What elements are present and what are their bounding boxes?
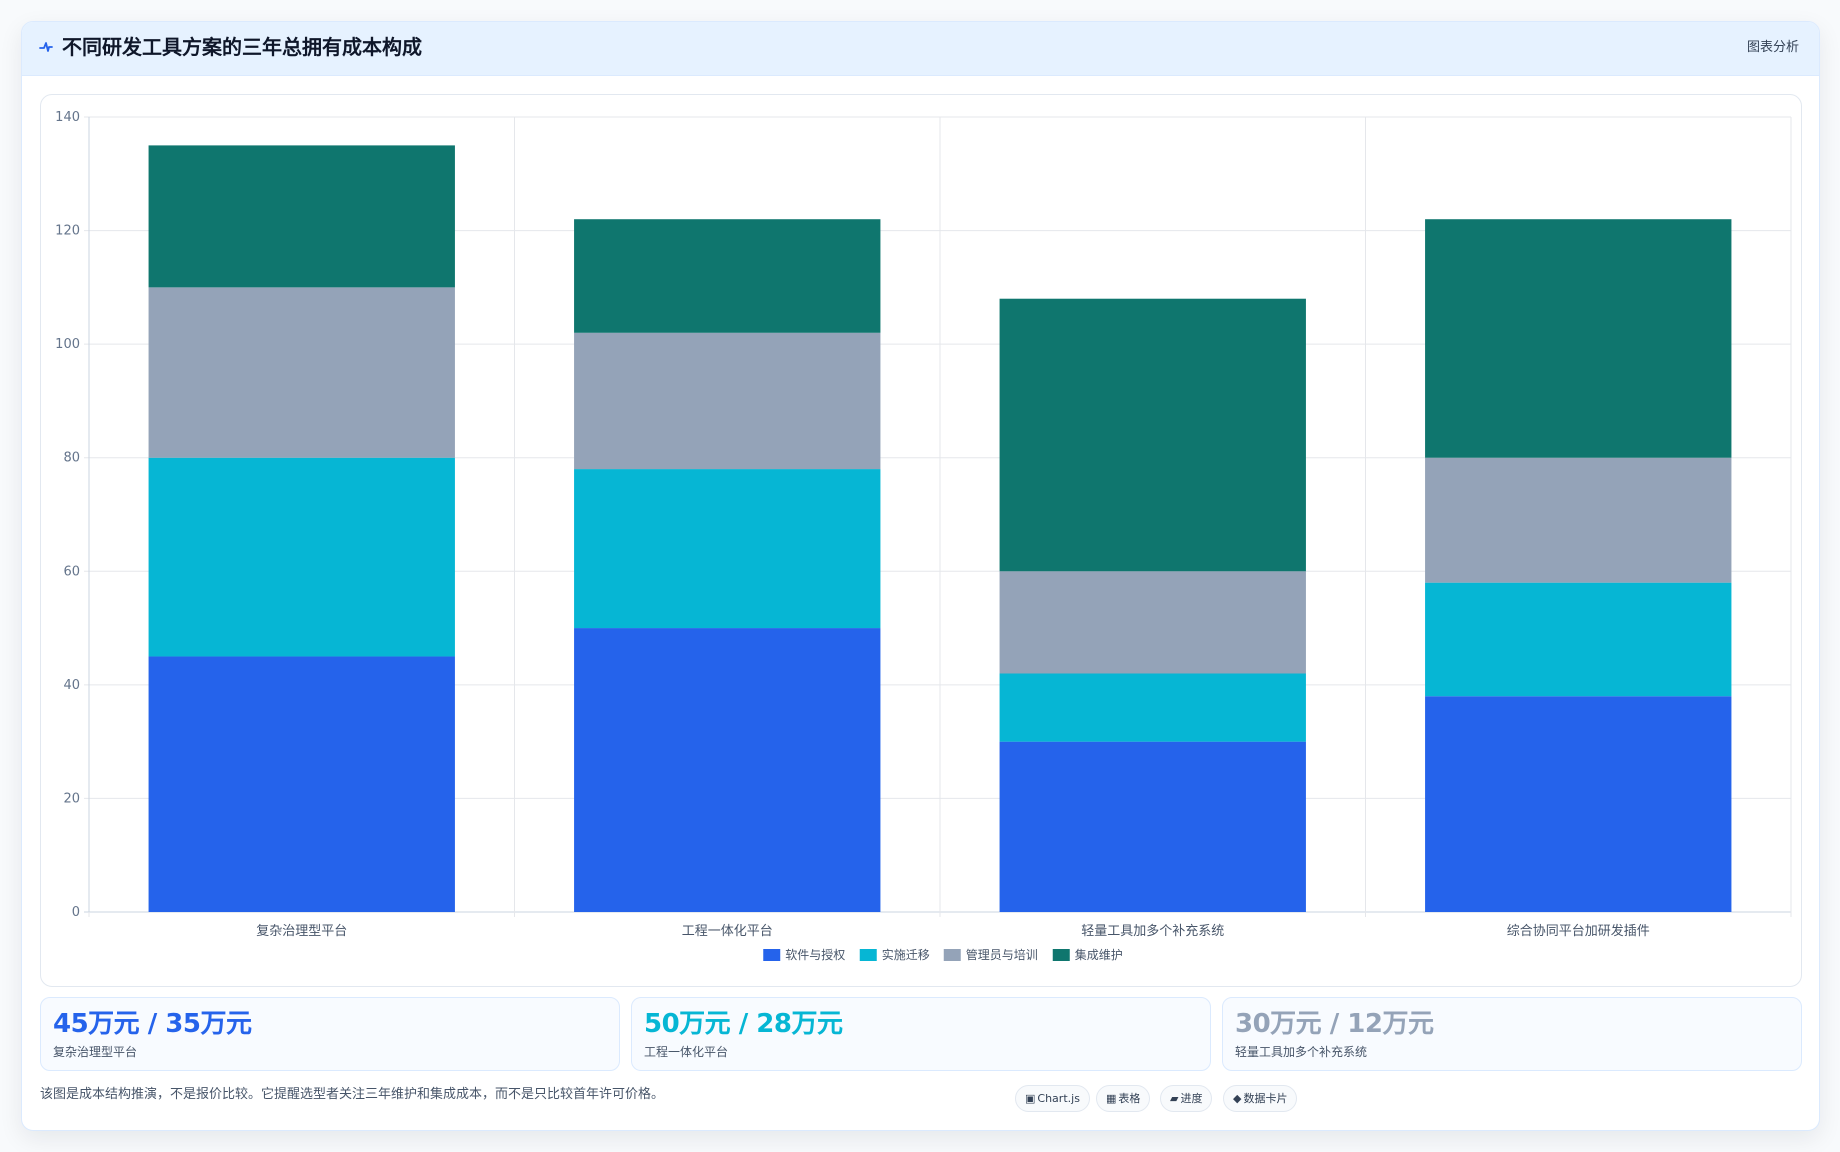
chip-chartjs[interactable]: ▣ Chart.js — [1015, 1085, 1090, 1112]
chip-progress[interactable]: ▰ 进度 — [1160, 1085, 1213, 1112]
bar-segment — [148, 656, 455, 912]
bar-segment — [999, 571, 1306, 674]
y-tick-label: 140 — [55, 110, 80, 125]
bar-segment — [1425, 582, 1732, 697]
stat-label: 轻量工具加多个补充系统 — [1235, 1045, 1368, 1059]
chart-icon: ▣ — [1025, 1092, 1036, 1105]
y-tick-label: 40 — [63, 678, 80, 693]
y-tick-label: 80 — [63, 451, 80, 466]
bar-segment — [574, 332, 881, 470]
y-tick-label: 100 — [55, 337, 80, 352]
stat-value: 45万元 / 35万元 — [53, 1009, 252, 1039]
legend-swatch — [859, 949, 877, 961]
bar-segment — [999, 741, 1306, 912]
y-tick-label: 20 — [63, 791, 80, 806]
legend-swatch — [763, 949, 781, 961]
chart-note: 该图是成本结构推演，不是报价比较。它提醒选型者关注三年维护和集成成本，而不是只比… — [40, 1087, 665, 1102]
bar-segment — [574, 628, 881, 912]
bar-segment — [1425, 696, 1732, 912]
x-tick-label: 复杂治理型平台 — [256, 924, 347, 939]
page-title: 不同研发工具方案的三年总拥有成本构成 — [62, 35, 422, 59]
chip-label: 表格 — [1118, 1092, 1141, 1105]
stacked-bar-chart: 0 20 40 60 80 100 120 140 复杂治理型平台 工程一体化平台 轻量工具加多个补… — [55, 110, 1792, 962]
bar-segment — [574, 469, 881, 629]
chip-data-card[interactable]: ◆ 数据卡片 — [1223, 1085, 1298, 1112]
chart-card: 不同研发工具方案的三年总拥有成本构成 图表分析 0 20 40 60 80 100 120 1… — [21, 21, 1820, 1131]
legend-label: 软件与授权 — [785, 947, 845, 962]
legend-swatch — [943, 949, 961, 961]
pulse-icon — [39, 39, 55, 55]
diamond-icon: ◆ — [1233, 1092, 1242, 1105]
x-tick-label: 轻量工具加多个补充系统 — [1081, 923, 1224, 939]
y-tick-label: 60 — [63, 564, 80, 579]
chip-label: 数据卡片 — [1243, 1092, 1288, 1105]
x-tick-label: 工程一体化平台 — [682, 924, 773, 939]
y-tick-label: 0 — [72, 905, 80, 920]
legend-label: 管理员与培训 — [966, 947, 1038, 962]
stat-card: 50万元 / 28万元 工程一体化平台 — [631, 997, 1211, 1071]
stat-value: 30万元 / 12万元 — [1235, 1009, 1434, 1039]
bar-segment — [148, 457, 455, 657]
stat-label: 工程一体化平台 — [644, 1045, 729, 1059]
y-tick-label: 120 — [55, 224, 80, 239]
legend-label: 实施迁移 — [882, 947, 930, 962]
bar-segment — [999, 298, 1306, 572]
chip-label: 进度 — [1180, 1092, 1203, 1105]
bar-segment — [1425, 457, 1732, 583]
stat-card: 45万元 / 35万元 复杂治理型平台 — [40, 997, 620, 1071]
bar-segment — [148, 145, 455, 288]
table-icon: ▦ — [1106, 1092, 1117, 1105]
bar-segment — [999, 673, 1306, 742]
legend-label: 集成维护 — [1075, 947, 1123, 962]
chip-label: Chart.js — [1037, 1092, 1080, 1105]
chip-table[interactable]: ▦ 表格 — [1096, 1085, 1151, 1112]
stat-label: 复杂治理型平台 — [53, 1045, 138, 1059]
bar-segment — [148, 287, 455, 458]
chart-analysis-button[interactable]: 图表分析 — [1746, 40, 1799, 55]
bar-segment — [1425, 219, 1732, 458]
progress-icon: ▰ — [1170, 1092, 1179, 1105]
stat-value: 50万元 / 28万元 — [644, 1009, 843, 1039]
bar-segment — [574, 219, 881, 333]
stat-card: 30万元 / 12万元 轻量工具加多个补充系统 — [1222, 997, 1802, 1071]
chart-area: 0 20 40 60 80 100 120 140 复杂治理型平台 工程一体化平台 轻量工具加多个补… — [40, 94, 1802, 987]
legend-swatch — [1052, 949, 1070, 961]
card-header: 不同研发工具方案的三年总拥有成本构成 图表分析 — [22, 22, 1819, 76]
x-tick-label: 综合协同平台加研发插件 — [1507, 923, 1650, 939]
